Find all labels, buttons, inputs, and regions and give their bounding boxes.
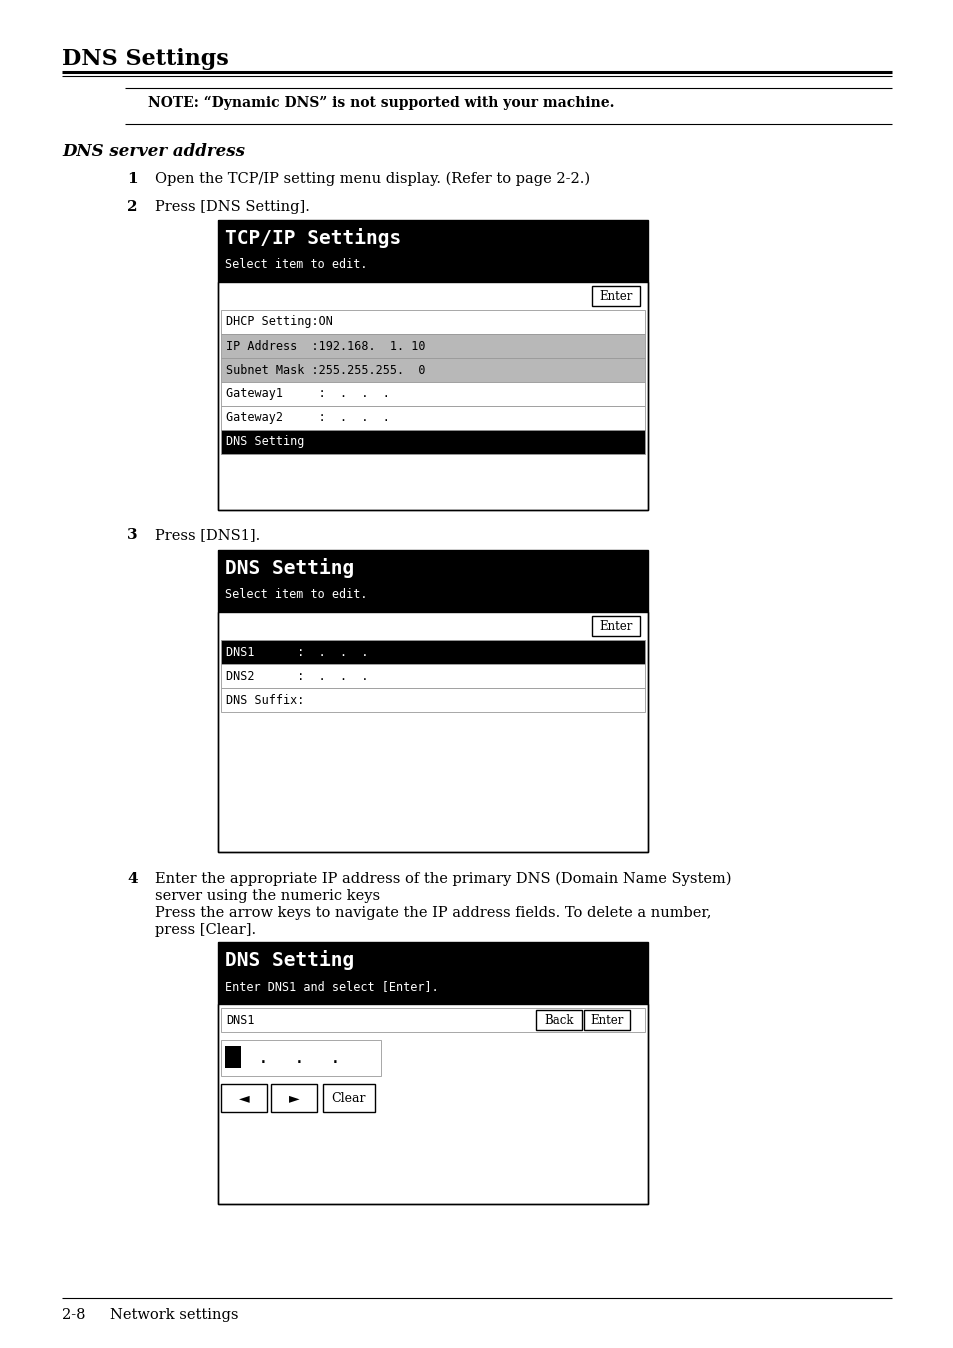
Text: DNS Setting: DNS Setting — [225, 950, 354, 971]
Bar — [218, 220, 647, 282]
Bar — [221, 640, 644, 665]
Text: Select item to edit.: Select item to edit. — [225, 257, 367, 271]
Text: Back: Back — [543, 1014, 573, 1026]
Text: DHCP Setting:ON: DHCP Setting:ON — [226, 315, 333, 329]
Text: Open the TCP/IP setting menu display. (Refer to page 2-2.): Open the TCP/IP setting menu display. (R… — [154, 173, 590, 186]
Bar — [218, 220, 647, 510]
Bar — [583, 1010, 629, 1030]
Text: Enter: Enter — [598, 290, 632, 302]
Bar — [221, 687, 644, 712]
Text: .: . — [257, 1049, 268, 1068]
Bar — [221, 381, 644, 406]
Bar — [221, 406, 644, 430]
Text: 3: 3 — [127, 528, 137, 542]
Text: 1: 1 — [127, 173, 137, 186]
Text: .: . — [294, 1049, 304, 1068]
Text: Network settings: Network settings — [110, 1308, 238, 1322]
Text: ►: ► — [289, 1091, 299, 1105]
Bar — [218, 942, 647, 1204]
Text: Subnet Mask :255.255.255.  0: Subnet Mask :255.255.255. 0 — [226, 364, 425, 376]
Text: DNS Setting: DNS Setting — [226, 435, 304, 449]
Text: DNS2      :  .  .  .: DNS2 : . . . — [226, 670, 368, 682]
Text: NOTE: “Dynamic DNS” is not supported with your machine.: NOTE: “Dynamic DNS” is not supported wit… — [148, 96, 614, 111]
Text: IP Address  :192.168.  1. 10: IP Address :192.168. 1. 10 — [226, 340, 425, 352]
Text: Press [DNS Setting].: Press [DNS Setting]. — [154, 200, 310, 214]
Text: Press the arrow keys to navigate the IP address fields. To delete a number,: Press the arrow keys to navigate the IP … — [154, 906, 711, 919]
Text: Gateway1     :  .  .  .: Gateway1 : . . . — [226, 387, 390, 400]
Bar — [221, 359, 644, 381]
Text: .: . — [329, 1049, 340, 1068]
Text: Enter: Enter — [598, 620, 632, 632]
Text: DNS1: DNS1 — [226, 1014, 254, 1026]
Text: ◄: ◄ — [238, 1091, 249, 1105]
Bar — [271, 1084, 316, 1112]
Text: DNS Setting: DNS Setting — [225, 558, 354, 578]
Bar — [225, 1046, 241, 1068]
Text: Press [DNS1].: Press [DNS1]. — [154, 528, 260, 542]
Bar — [218, 942, 647, 1004]
Text: 2: 2 — [127, 200, 137, 214]
Text: TCP/IP Settings: TCP/IP Settings — [225, 228, 401, 248]
Text: press [Clear].: press [Clear]. — [154, 923, 255, 937]
Bar — [218, 1004, 647, 1204]
Text: server using the numeric keys: server using the numeric keys — [154, 888, 379, 903]
Bar — [221, 665, 644, 687]
Text: Enter DNS1 and select [Enter].: Enter DNS1 and select [Enter]. — [225, 980, 438, 993]
Text: 4: 4 — [127, 872, 137, 886]
Bar — [323, 1084, 375, 1112]
Text: Gateway2     :  .  .  .: Gateway2 : . . . — [226, 411, 390, 425]
Bar — [592, 616, 639, 636]
Bar — [221, 1041, 380, 1076]
Text: DNS Suffix:: DNS Suffix: — [226, 693, 304, 706]
Bar — [221, 334, 644, 359]
Bar — [221, 1084, 267, 1112]
Bar — [221, 430, 644, 454]
Text: Enter: Enter — [590, 1014, 623, 1026]
Text: Select item to edit.: Select item to edit. — [225, 588, 367, 601]
Bar — [536, 1010, 581, 1030]
Bar — [221, 1008, 644, 1033]
Bar — [218, 550, 647, 852]
Bar — [218, 282, 647, 510]
Text: DNS Settings: DNS Settings — [62, 49, 229, 70]
Text: DNS1      :  .  .  .: DNS1 : . . . — [226, 646, 368, 659]
Text: Enter the appropriate IP address of the primary DNS (Domain Name System): Enter the appropriate IP address of the … — [154, 872, 731, 887]
Bar — [218, 612, 647, 852]
Text: 2-8: 2-8 — [62, 1308, 86, 1322]
Text: DNS server address: DNS server address — [62, 143, 245, 160]
Bar — [592, 286, 639, 306]
Bar — [221, 310, 644, 334]
Text: Clear: Clear — [332, 1092, 366, 1104]
Bar — [218, 550, 647, 612]
